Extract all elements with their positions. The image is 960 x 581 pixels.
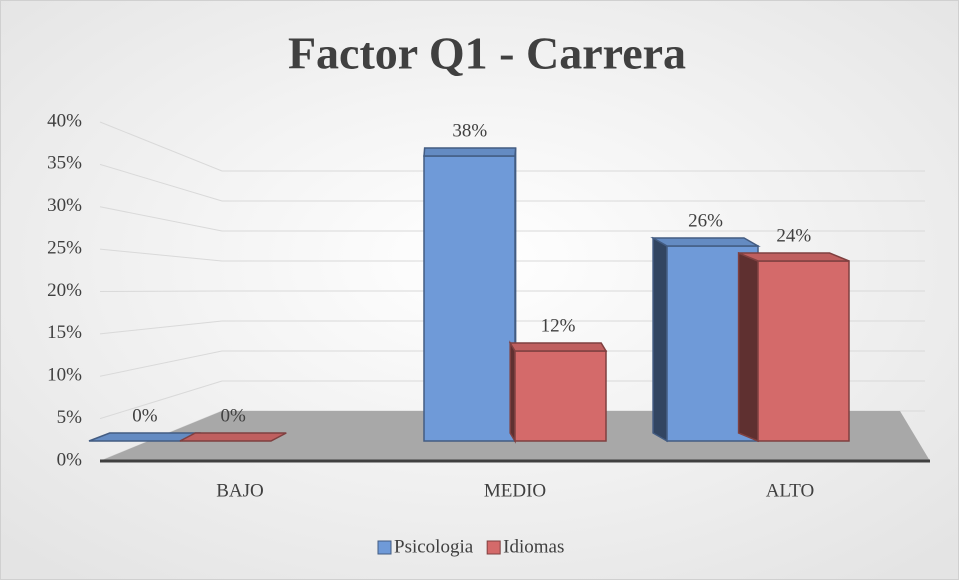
value-label: 26% <box>688 210 723 231</box>
bar-top <box>650 237 761 247</box>
bar <box>179 432 287 442</box>
legend-swatch <box>377 540 392 555</box>
y-tick-label: 40% <box>47 110 82 131</box>
bar-front <box>757 260 850 442</box>
legend-swatch <box>486 540 501 555</box>
value-label: 38% <box>452 120 487 141</box>
y-tick-label: 30% <box>47 195 82 216</box>
value-label: 0% <box>132 405 158 426</box>
grid-line <box>99 163 925 202</box>
bar <box>508 340 608 444</box>
legend-label: Psicologia <box>394 536 474 557</box>
bar-front <box>423 155 516 442</box>
bar-side <box>737 251 759 443</box>
y-tick-label: 25% <box>47 237 82 258</box>
x-tick-label: MEDIO <box>484 480 546 501</box>
bar-top <box>179 432 287 442</box>
x-tick-label: BAJO <box>216 480 264 501</box>
bar <box>737 251 850 443</box>
grid-line <box>99 206 925 232</box>
bar <box>423 147 517 442</box>
bar-side <box>652 236 668 443</box>
value-label: 24% <box>776 225 811 246</box>
bar-front <box>514 350 607 442</box>
y-tick-label: 10% <box>47 365 82 386</box>
legend-label: Idiomas <box>503 536 564 557</box>
y-tick-label: 5% <box>57 407 83 428</box>
y-tick-label: 15% <box>47 322 82 343</box>
grid-line <box>99 121 925 172</box>
value-label: 0% <box>220 405 246 426</box>
bar-top <box>508 342 608 352</box>
value-label: 12% <box>541 315 576 336</box>
x-tick-label: ALTO <box>766 480 815 501</box>
y-tick-label: 35% <box>47 153 82 174</box>
y-tick-label: 20% <box>47 280 82 301</box>
bar-top <box>738 252 850 262</box>
bar-top <box>423 147 517 157</box>
chart-title: Factor Q1 - Carrera <box>288 28 686 79</box>
y-tick-label: 0% <box>57 449 83 470</box>
